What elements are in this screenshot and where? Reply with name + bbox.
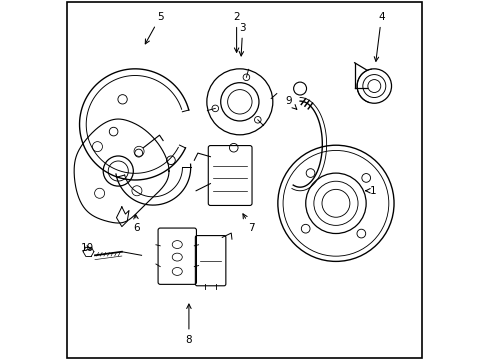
- Text: 8: 8: [185, 304, 192, 345]
- Text: 2: 2: [233, 12, 240, 52]
- Text: 9: 9: [285, 96, 296, 109]
- Text: 3: 3: [239, 23, 245, 56]
- Text: 7: 7: [243, 214, 254, 233]
- Text: 10: 10: [81, 243, 94, 253]
- Text: 1: 1: [365, 186, 375, 196]
- Text: 4: 4: [373, 12, 384, 61]
- Text: 5: 5: [145, 12, 163, 44]
- Text: 6: 6: [133, 215, 140, 233]
